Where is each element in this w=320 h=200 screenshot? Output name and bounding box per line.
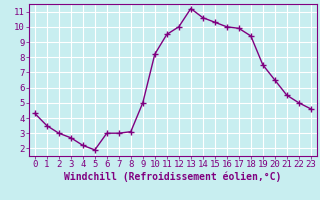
X-axis label: Windchill (Refroidissement éolien,°C): Windchill (Refroidissement éolien,°C): [64, 172, 282, 182]
